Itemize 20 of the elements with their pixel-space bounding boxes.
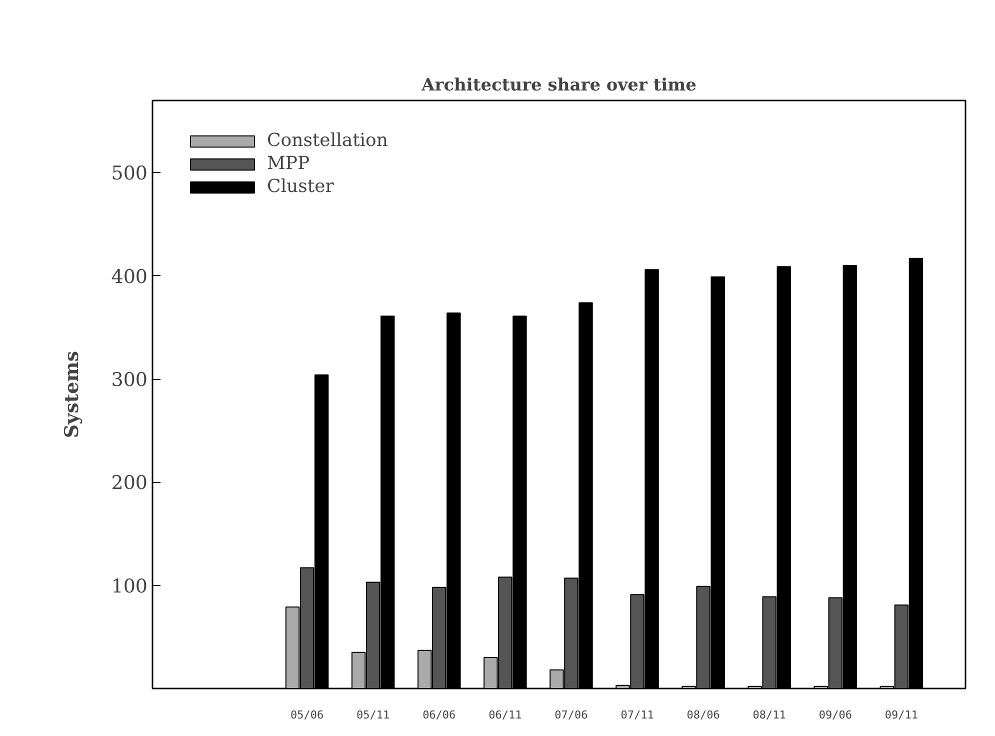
y-tick-label: 500	[111, 162, 148, 185]
x-tick-label: 05/06	[290, 708, 324, 722]
x-tick-label: 07/11	[620, 708, 654, 722]
y-tick-label: 400	[111, 266, 148, 288]
legend-label: Cluster	[267, 176, 334, 197]
legend-label: Constellation	[267, 130, 388, 151]
x-tick-label: 07/06	[554, 708, 588, 722]
y-tick-label: 100	[111, 575, 148, 598]
x-tick-label: 06/11	[488, 708, 522, 722]
y-tick-label: 300	[111, 369, 148, 392]
legend-label: MPP	[267, 153, 310, 174]
x-tick-label: 06/06	[422, 708, 456, 722]
x-tick-label: 09/11	[884, 708, 918, 722]
x-tick-label: 08/11	[752, 708, 786, 722]
chart-title: Architecture share over time	[420, 76, 697, 96]
x-tick-label: 09/06	[818, 708, 852, 722]
y-tick-label: 200	[111, 472, 148, 494]
y-axis-title: Systems	[61, 350, 84, 438]
x-tick-label: 05/11	[356, 708, 390, 722]
x-tick-label: 08/06	[686, 708, 720, 722]
